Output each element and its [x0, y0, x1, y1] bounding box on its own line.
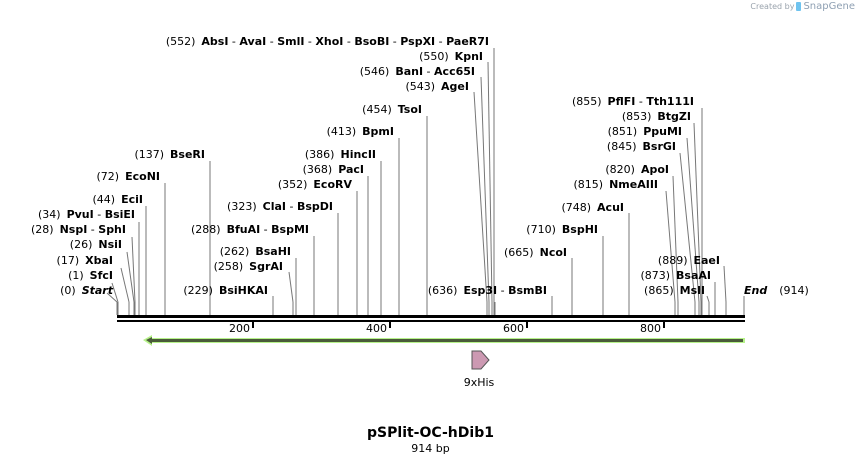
plasmid-title-block: pSPlit-OC-hDib1 914 bp: [0, 424, 861, 455]
ruler-tick-600: [526, 321, 528, 328]
site-label-bsphi[interactable]: (710) BspHI: [526, 223, 598, 236]
site-label-acui[interactable]: (748) AcuI: [561, 201, 624, 214]
site-label-bsrgi[interactable]: (845) BsrGI: [607, 140, 676, 153]
site-label-btgzi[interactable]: (853) BtgZI: [622, 110, 691, 123]
site-label-xbai[interactable]: (17) XbaI: [57, 254, 113, 267]
site-label-econi[interactable]: (72) EcoNI: [97, 170, 160, 183]
site-label-esp3i-bsmbi[interactable]: (636) Esp3I - BsmBI: [428, 284, 547, 297]
site-label-ppumi[interactable]: (851) PpuMI: [608, 125, 682, 138]
site-label-bani-acc65i[interactable]: (546) BanI - Acc65I: [360, 65, 475, 78]
site-label-bpmi[interactable]: (413) BpmI: [327, 125, 394, 138]
feature-9xhis-label: 9xHis: [464, 376, 495, 389]
feature-insert-arrow[interactable]: [143, 335, 745, 346]
site-label-nsii[interactable]: (26) NsiI: [70, 238, 122, 251]
feature-9xhis[interactable]: 9xHis: [464, 350, 495, 389]
site-label-agei[interactable]: (543) AgeI: [405, 80, 469, 93]
site-label-ecorv[interactable]: (352) EcoRV: [278, 178, 353, 191]
site-label-kpni[interactable]: (550) KpnI: [419, 50, 483, 63]
site-label-sfci[interactable]: (1) SfcI: [68, 269, 113, 282]
site-label-nspi-sphi[interactable]: (28) NspI - SphI: [31, 223, 126, 236]
plasmid-name: pSPlit-OC-hDib1: [367, 425, 494, 441]
site-label-pvui-bsiei[interactable]: (34) PvuI - BsiEI: [38, 208, 135, 221]
site-label-nmeaiii[interactable]: (815) NmeAIII: [573, 178, 658, 191]
snapgene-watermark: Created by SnapGene: [750, 1, 855, 12]
site-label-bsaai[interactable]: (873) BsaAI: [640, 269, 711, 282]
watermark-prefix: Created by: [750, 2, 795, 11]
site-label-pflfi-tth111i[interactable]: (855) PflFI - Tth111I: [572, 95, 694, 108]
site-label-start[interactable]: (0) Start: [60, 284, 114, 297]
snapgene-logo-icon: [796, 2, 802, 11]
ruler-tick-200: [252, 321, 254, 328]
site-label-msli[interactable]: (865) MslI: [644, 284, 705, 297]
site-labels: (0) Start (1) SfcI (17) XbaI (26) NsiI (28) N…: [31, 35, 809, 297]
site-label-clai-bspdi[interactable]: (323) ClaI - BspDI: [227, 200, 333, 213]
site-label-bsahi[interactable]: (262) BsaHI: [220, 245, 291, 258]
site-label-paci[interactable]: (368) PacI: [303, 163, 364, 176]
cut-site-lines: [106, 48, 745, 315]
site-label-apoi[interactable]: (820) ApoI: [605, 163, 669, 176]
ruler-tick-800: [663, 321, 665, 328]
site-label-end[interactable]: End (914): [744, 284, 809, 297]
site-label-hincii[interactable]: (386) HincII: [305, 148, 376, 161]
site-label-sgrai[interactable]: (258) SgrAI: [214, 260, 283, 273]
ruler: 200 400 600 800: [229, 321, 665, 335]
ruler-label-200: 200: [229, 322, 250, 335]
site-label-bsihkai[interactable]: (229) BsiHKAI: [183, 284, 268, 297]
site-label-ncoi[interactable]: (665) NcoI: [504, 246, 567, 259]
ruler-label-400: 400: [366, 322, 387, 335]
site-label-eaei[interactable]: (889) EaeI: [658, 254, 720, 267]
site-label-tsoi[interactable]: (454) TsoI: [362, 103, 422, 116]
site-label-xhoi-group[interactable]: (552) AbsI - AvaI - SmlI - XhoI - BsoBI -…: [166, 35, 489, 48]
site-label-bseri[interactable]: (137) BseRI: [134, 148, 205, 161]
ruler-label-800: 800: [640, 322, 661, 335]
plasmid-length: 914 bp: [411, 442, 450, 455]
site-label-ecii[interactable]: (44) EciI: [93, 193, 144, 206]
ruler-tick-400: [389, 321, 391, 328]
ruler-label-600: 600: [503, 322, 524, 335]
sequence-backbone: [117, 315, 745, 322]
site-label-bfuai-bspmi[interactable]: (288) BfuAI - BspMI: [191, 223, 309, 236]
watermark-brand: SnapGene: [803, 1, 855, 12]
